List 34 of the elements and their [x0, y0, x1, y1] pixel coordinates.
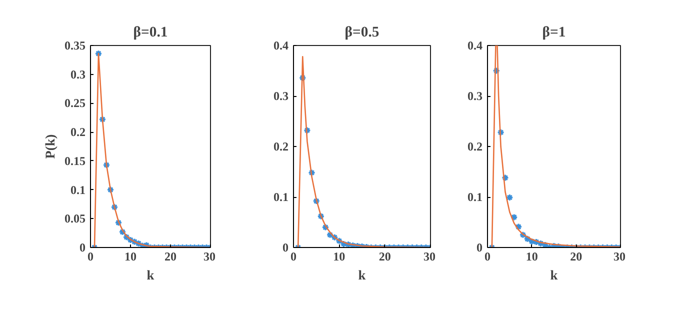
y-tick-label: 0.15 — [64, 154, 86, 168]
y-tick-label: 0 — [282, 240, 288, 254]
chart-title: β=0.1 — [133, 24, 168, 40]
x-tick-label: 30 — [424, 250, 436, 264]
y-tick-label: 0.35 — [64, 38, 86, 52]
y-tick-label: 0.3 — [274, 89, 288, 103]
y-tick-label: 0.4 — [468, 38, 482, 52]
x-tick-label: 20 — [164, 250, 176, 264]
x-axis-title: k — [358, 268, 366, 282]
y-tick-label: 0.1 — [274, 190, 288, 204]
y-tick-label: 0.3 — [70, 67, 86, 82]
chart-title: β=1 — [542, 24, 566, 40]
y-tick-label: 0.4 — [274, 38, 288, 52]
x-axis-title: k — [146, 268, 155, 282]
y-tick-label: 0.25 — [64, 96, 86, 110]
x-tick-label: 10 — [526, 250, 538, 264]
y-tick-label: 0 — [80, 240, 86, 254]
y-tick-label: 0.1 — [468, 190, 482, 204]
y-tick-label: 0.2 — [468, 140, 482, 154]
y-tick-label: 0.2 — [70, 125, 86, 140]
x-tick-label: 30 — [614, 250, 626, 264]
x-tick-label: 10 — [333, 250, 346, 264]
x-tick-label: 10 — [124, 250, 136, 264]
y-tick-label: 0.05 — [64, 212, 86, 226]
y-axis-title: P(k) — [42, 134, 58, 159]
y-tick-label: 0 — [476, 240, 482, 254]
x-tick-label: 20 — [378, 250, 391, 264]
x-axis-title: k — [550, 268, 558, 282]
x-tick-label: 30 — [204, 250, 216, 264]
chart-title: β=0.5 — [344, 24, 380, 40]
y-tick-label: 0.1 — [70, 182, 86, 197]
y-tick-label: 0.3 — [468, 89, 482, 103]
y-tick-label: 0.2 — [274, 140, 288, 154]
x-tick-label: 20 — [570, 250, 582, 264]
